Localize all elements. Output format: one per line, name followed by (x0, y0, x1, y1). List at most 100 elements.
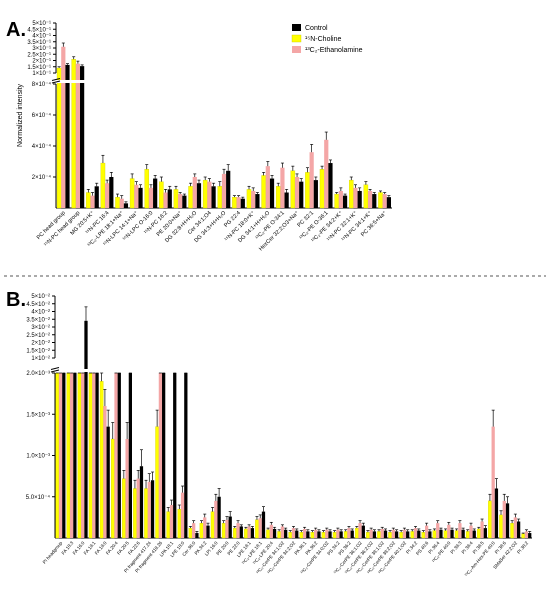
y-tick-label-lower: 4×10⁻⁴ (32, 143, 52, 150)
bar-ethanolamine (491, 426, 495, 538)
bar-ethanolamine (81, 373, 85, 538)
bar-ethanolamine (358, 523, 362, 538)
bar-choline (288, 532, 293, 539)
panel-a: A. 1×10⁻¹1.5×10⁻¹2×10⁻¹2.5×10⁻¹3×10⁻¹3.5×… (6, 19, 394, 252)
y-tick-label-upper: 3.5×10⁻¹ (27, 40, 51, 46)
bar-choline (202, 179, 208, 209)
bar-ethanolamine (70, 373, 74, 538)
bar-control (295, 530, 299, 538)
bar-control (269, 178, 275, 208)
bar-control (139, 466, 144, 538)
bar-ethanolamine (114, 373, 118, 538)
bar-ethanolamine (369, 529, 373, 538)
axis-break-mark (50, 369, 60, 373)
bar-choline (410, 531, 415, 539)
bar-control (439, 529, 443, 538)
legend-swatch (292, 46, 301, 53)
bar-control (372, 531, 377, 538)
bar-choline (122, 478, 126, 539)
bar-control (162, 373, 166, 538)
bar-control (406, 531, 410, 538)
bar-ethanolamine (280, 167, 285, 208)
bar-ethanolamine (251, 190, 256, 208)
bar-ethanolamine (469, 525, 473, 538)
bar-control (328, 531, 332, 538)
bar-control (386, 197, 391, 208)
bar-ethanolamine (134, 184, 139, 208)
bar-choline (443, 530, 448, 539)
y-tick-label-upper: 1.5×10⁻² (26, 348, 50, 354)
bar-control (239, 526, 243, 538)
bar-choline (86, 192, 91, 209)
bar-control (211, 186, 216, 208)
bar-ethanolamine (524, 531, 529, 538)
bar-choline (177, 508, 182, 539)
bar-ethanolamine (158, 373, 163, 538)
bar-control (240, 198, 245, 208)
bar-ethanolamine (324, 139, 329, 208)
bar-choline (144, 488, 148, 539)
bar-choline (343, 531, 348, 539)
bar-choline (521, 533, 525, 539)
bar-ethanolamine (367, 190, 373, 208)
bar-choline (217, 186, 223, 209)
bar-ethanolamine (214, 500, 218, 538)
bar-choline (366, 532, 370, 539)
bar-control (62, 373, 66, 538)
bar-ethanolamine (75, 63, 81, 208)
y-tick-label-upper: 2.5×10⁻² (26, 333, 50, 339)
bar-control (123, 203, 129, 208)
bar-choline (244, 528, 248, 539)
bar-ethanolamine (265, 166, 270, 208)
bar-choline (66, 372, 71, 539)
bar-ethanolamine (436, 523, 440, 538)
bar-choline (99, 381, 104, 539)
legend-label: ¹⁵N-Choline (305, 36, 341, 43)
bar-choline (334, 193, 339, 209)
bar-ethanolamine (314, 529, 318, 538)
y-tick-label-lower: 6×10⁻⁴ (32, 112, 52, 119)
legend-swatch (291, 34, 302, 43)
bar-choline (378, 192, 383, 209)
bar-control (272, 528, 277, 538)
bar-ethanolamine (353, 187, 358, 208)
bar-ethanolamine (103, 406, 107, 538)
bar-choline (432, 530, 437, 539)
bar-control (494, 488, 499, 538)
bar-ethanolamine (380, 528, 384, 538)
y-tick-label-upper: 1×10⁻¹ (32, 71, 51, 77)
bar-choline (232, 196, 237, 209)
bar-control (167, 189, 172, 208)
y-tick-label-upper: 3×10⁻² (31, 325, 50, 331)
bar-ethanolamine (325, 529, 329, 538)
bar-choline (488, 500, 492, 539)
bar-choline (246, 189, 252, 209)
bar-ethanolamine (221, 173, 227, 208)
panel-label: B. (6, 289, 26, 311)
bar-control (250, 528, 255, 538)
y-tick-label-upper: 2×10⁻¹ (32, 59, 51, 65)
bar-control (339, 531, 343, 538)
axis-break-band (53, 369, 534, 372)
bar-ethanolamine (513, 517, 517, 538)
bar-ethanolamine (502, 500, 506, 538)
bar-ethanolamine (447, 524, 451, 538)
axis-break-mark (51, 80, 61, 84)
y-tick-label-upper: 2.5×10⁻¹ (27, 52, 51, 58)
bar-control (255, 194, 260, 208)
bar-choline (377, 531, 381, 539)
bar-control (206, 525, 210, 538)
bar-choline (100, 162, 106, 209)
y-tick-label-upper: 1.5×10⁻¹ (27, 65, 51, 71)
bar-control (95, 373, 99, 538)
bar-control (372, 194, 377, 208)
bar-ethanolamine (280, 526, 285, 538)
bar-choline (465, 531, 470, 539)
bar-control (117, 373, 121, 538)
y-tick-label-lower: 2×10⁻⁴ (32, 174, 52, 181)
bar-control (184, 373, 188, 538)
bar-ethanolamine (458, 523, 462, 538)
bar-choline (88, 372, 93, 539)
bar-control (516, 521, 521, 538)
bar-control (461, 529, 465, 538)
